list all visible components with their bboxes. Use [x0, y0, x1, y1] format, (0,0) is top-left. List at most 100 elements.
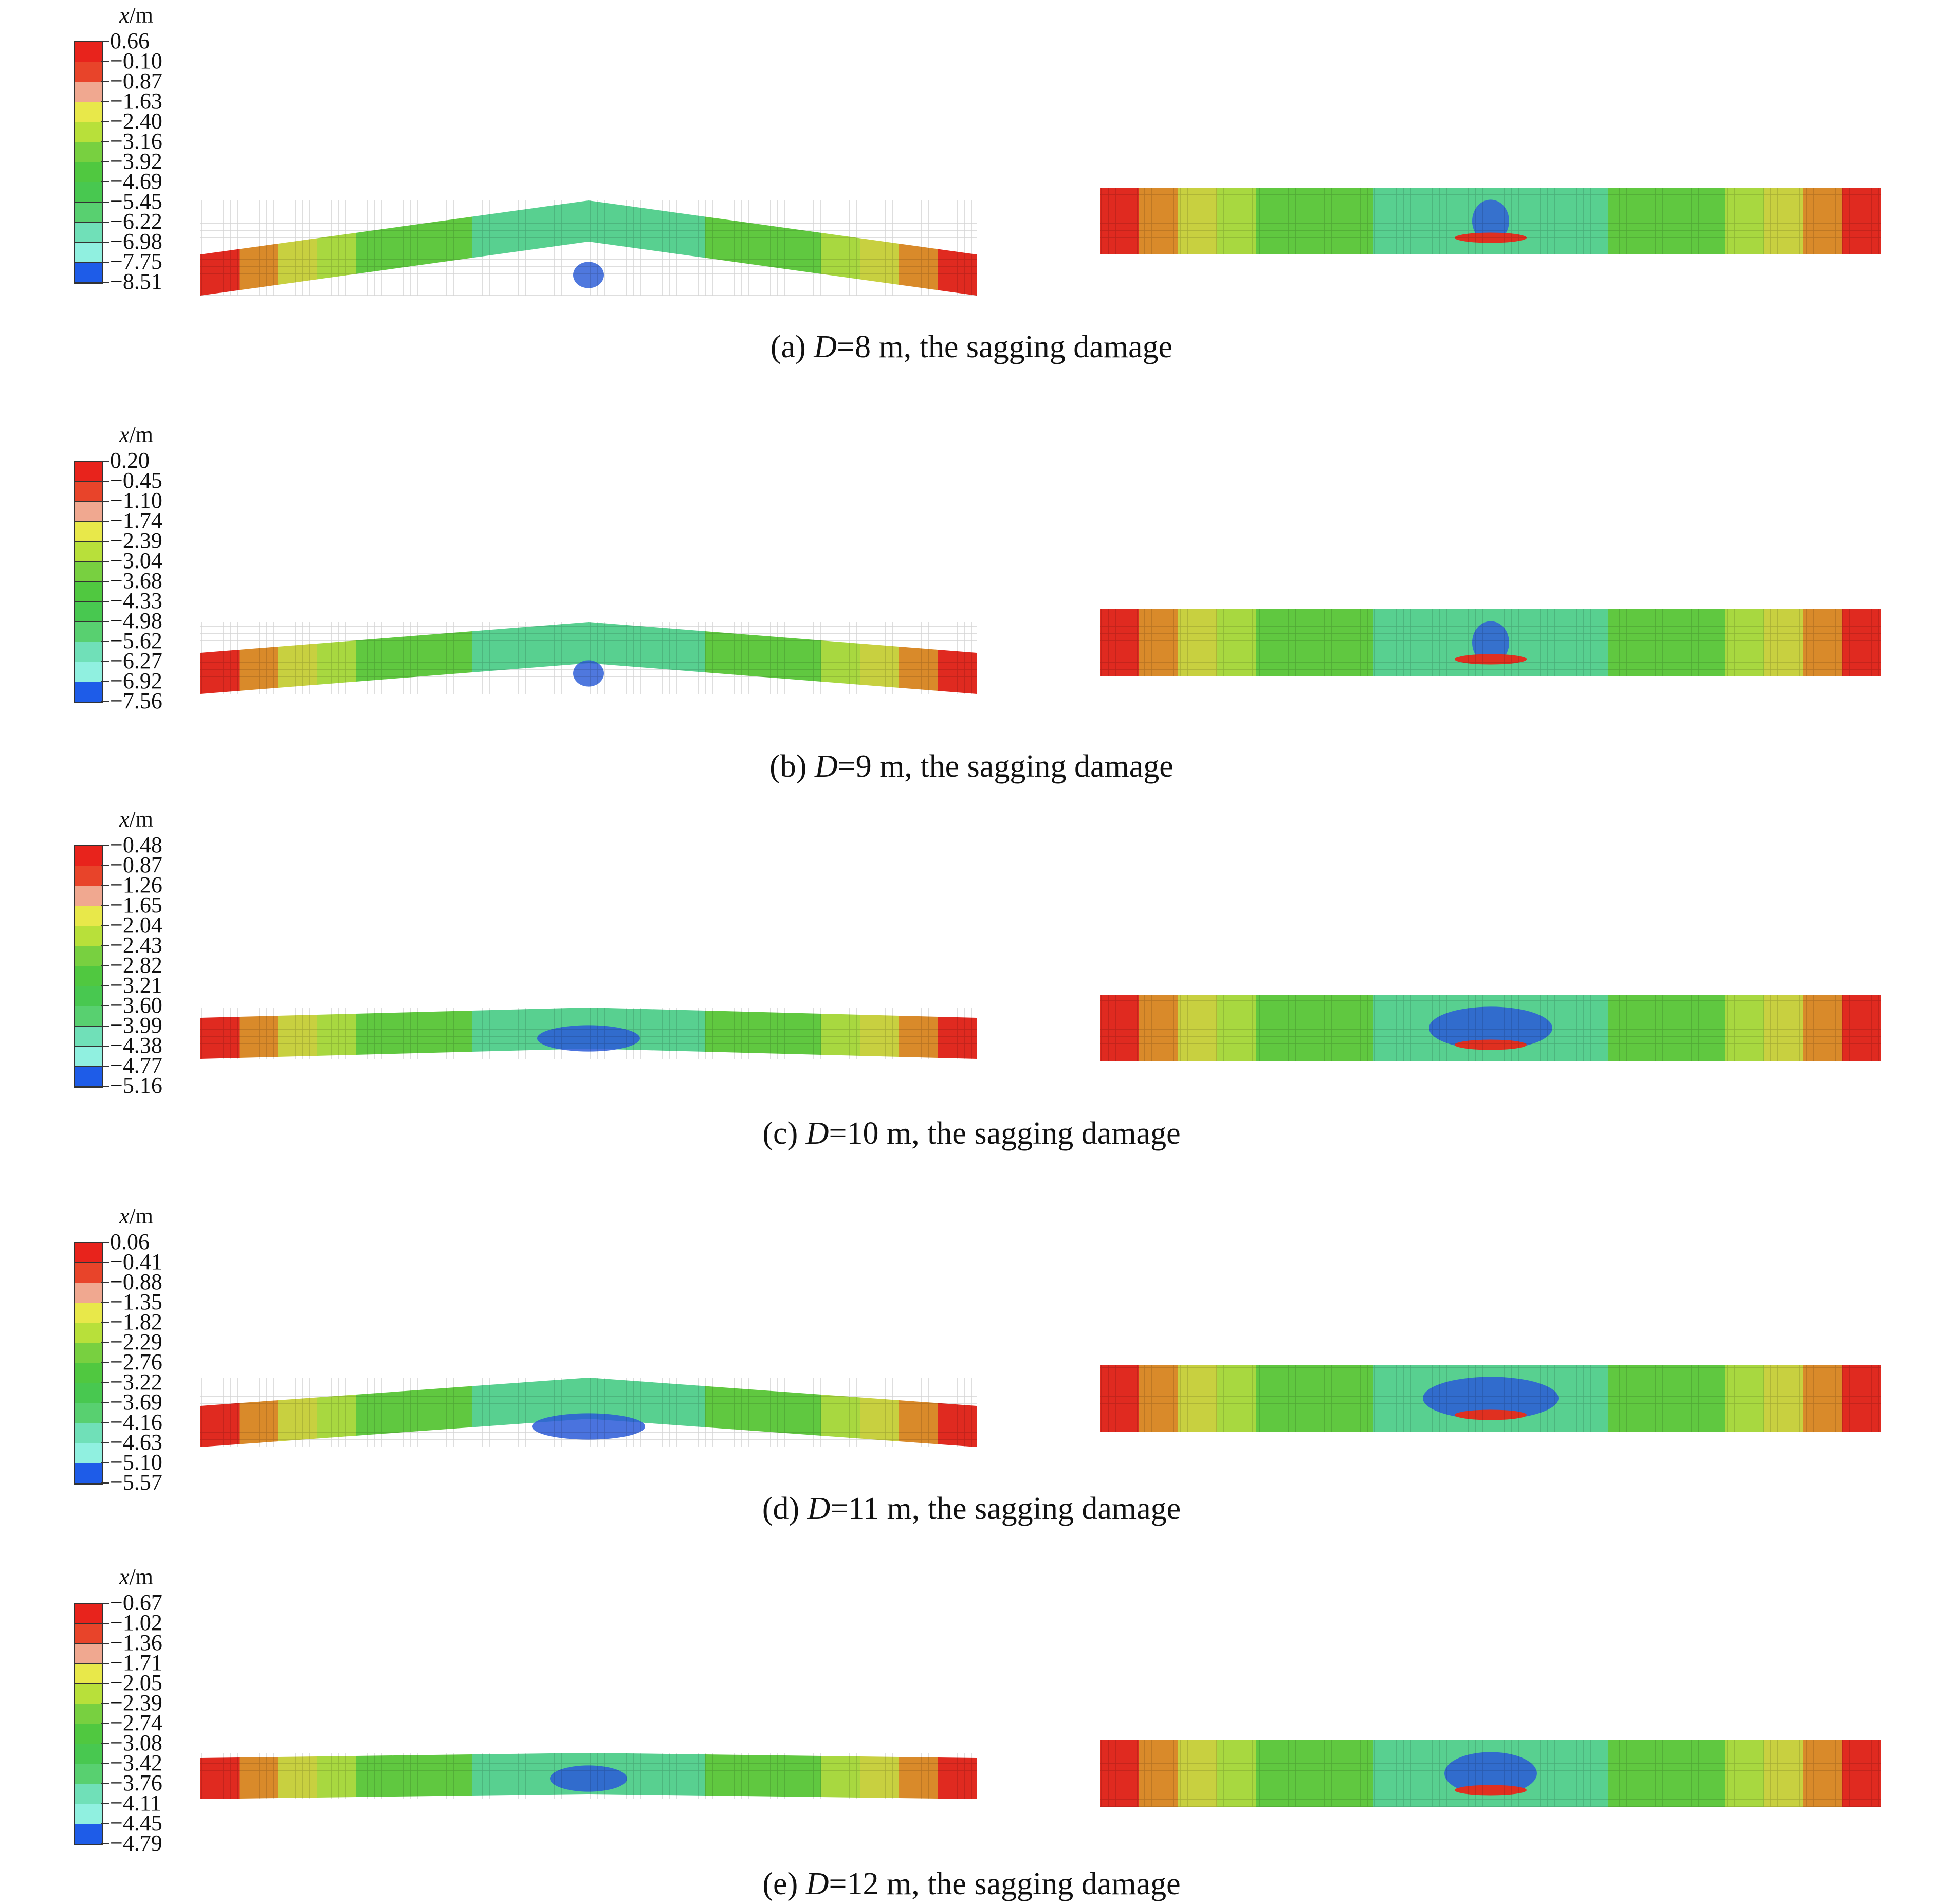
legend-tick	[101, 641, 109, 642]
legend-band	[75, 582, 102, 602]
legend-unit-text: /m	[129, 807, 153, 832]
legend-tick	[101, 1683, 109, 1684]
legend-value: −4.69	[110, 169, 162, 194]
beam-right-c	[1100, 995, 1881, 1061]
legend-band	[75, 462, 102, 482]
legend-tick	[101, 1482, 109, 1484]
legend-value: −4.63	[110, 1430, 162, 1455]
legend-colorbar	[74, 1242, 103, 1485]
beam-left-c	[200, 1008, 977, 1059]
legend-value: −0.87	[110, 852, 162, 877]
legend-tick	[101, 461, 109, 462]
legend-value: −5.10	[110, 1450, 162, 1475]
legend-value: −0.87	[110, 68, 162, 94]
legend-tick	[101, 1086, 109, 1087]
legend-value: −5.45	[110, 189, 162, 214]
legend-tick	[101, 1342, 109, 1343]
legend-unit-text: /m	[129, 1564, 153, 1589]
legend-unit-var: x	[119, 1564, 130, 1589]
mesh-overlay	[200, 622, 977, 694]
legend-band	[75, 1323, 102, 1343]
legend-value: −4.33	[110, 588, 162, 613]
legend-band	[75, 1624, 102, 1644]
legend-band	[75, 42, 102, 62]
legend-value: −3.76	[110, 1770, 162, 1796]
legend-unit-text: /m	[129, 1203, 153, 1229]
beam-right-a	[1100, 188, 1881, 254]
caption-prefix: (e)	[762, 1866, 806, 1901]
legend-band	[75, 1463, 102, 1484]
legend-tick	[101, 945, 109, 946]
legend-unit-var: x	[119, 807, 130, 832]
legend-value: −2.82	[110, 953, 162, 978]
legend-band	[75, 1664, 102, 1684]
legend-tick	[101, 1402, 109, 1403]
caption-c: (c) D=10 m, the sagging damage	[0, 1115, 1943, 1151]
legend-value: −4.98	[110, 608, 162, 633]
beam-left-e	[200, 1753, 977, 1799]
legend-band	[75, 1644, 102, 1664]
legend-tick	[101, 621, 109, 622]
legend-tick	[101, 181, 109, 182]
legend-value: −1.02	[110, 1610, 162, 1635]
legend-value: −1.74	[110, 508, 162, 533]
caption-rest: =11 m, the sagging damage	[830, 1491, 1181, 1526]
legend-tick	[101, 561, 109, 562]
mesh-overlay	[200, 1753, 977, 1799]
legend-tick	[101, 1066, 109, 1067]
beam-left-b	[200, 622, 977, 694]
legend-tick	[101, 101, 109, 102]
legend-band	[75, 1724, 102, 1744]
legend-value: −3.42	[110, 1750, 162, 1775]
legend-tick	[101, 61, 109, 62]
mesh-overlay	[200, 200, 977, 296]
legend-value: −0.67	[110, 1590, 162, 1615]
legend-value: −3.21	[110, 973, 162, 998]
beam-right-e	[1100, 1740, 1881, 1807]
legend-band	[75, 866, 102, 886]
legend-value: −2.76	[110, 1349, 162, 1375]
legend-value: −3.60	[110, 993, 162, 1018]
legend-value: −2.39	[110, 1690, 162, 1715]
legend-colorbar	[74, 845, 103, 1088]
legend-tick	[101, 521, 109, 522]
beam-right-b	[1100, 609, 1881, 676]
legend-value: −6.27	[110, 648, 162, 673]
legend-band	[75, 1027, 102, 1047]
legend-tick	[101, 865, 109, 866]
mesh-overlay	[1100, 1740, 1881, 1807]
legend-band	[75, 1067, 102, 1087]
legend-value: −2.43	[110, 932, 162, 958]
legend-unit-label: x/m	[119, 1566, 153, 1588]
legend-tick	[101, 1663, 109, 1664]
legend-tick	[101, 701, 109, 702]
mesh-overlay	[1100, 995, 1881, 1061]
legend-unit-var: x	[119, 1203, 130, 1229]
legend-unit-text: /m	[129, 3, 153, 28]
legend-band	[75, 102, 102, 122]
legend-band	[75, 642, 102, 662]
legend-band	[75, 562, 102, 582]
legend-band	[75, 1403, 102, 1423]
legend-value: −0.88	[110, 1269, 162, 1294]
legend-value: −0.41	[110, 1249, 162, 1274]
legend-band	[75, 1684, 102, 1704]
legend-value: −6.98	[110, 229, 162, 254]
legend-value: −1.63	[110, 88, 162, 114]
legend-value: −1.26	[110, 872, 162, 898]
caption-e: (e) D=12 m, the sagging damage	[0, 1866, 1943, 1902]
legend-tick	[101, 1026, 109, 1027]
legend-band	[75, 946, 102, 966]
legend-tick	[101, 1843, 109, 1844]
legend-value: −3.92	[110, 149, 162, 174]
legend-band	[75, 1443, 102, 1463]
legend-band	[75, 926, 102, 946]
legend-value: −3.68	[110, 568, 162, 593]
legend-unit-var: x	[119, 3, 130, 28]
legend-tick	[101, 1322, 109, 1323]
legend-value: −3.04	[110, 548, 162, 573]
legend-unit-label: x/m	[119, 808, 153, 831]
legend-value: −4.38	[110, 1033, 162, 1058]
legend-tick	[101, 161, 109, 162]
legend-value: −5.62	[110, 628, 162, 653]
